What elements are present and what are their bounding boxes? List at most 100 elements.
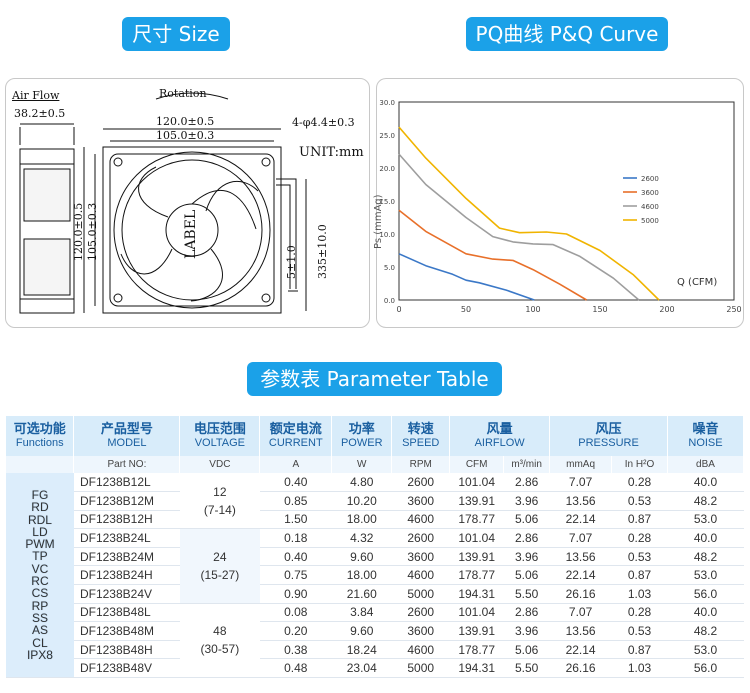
x-tick-label: 50 bbox=[461, 305, 471, 314]
y-tick-label: 10.0 bbox=[379, 231, 395, 239]
value-cell: 194.31 bbox=[449, 584, 504, 604]
value-cell: 56.0 bbox=[667, 584, 744, 604]
units-row: Part NO: VDC A W RPM CFM m³/min mmAq In H²O dBA bbox=[6, 456, 745, 473]
unit-cell: mmAq bbox=[549, 456, 613, 473]
voltage-value: 48 bbox=[213, 624, 227, 639]
value-cell: 178.77 bbox=[449, 510, 504, 530]
model-cell: DF1238B24L bbox=[73, 528, 180, 548]
value-cell: 194.31 bbox=[449, 658, 504, 679]
header-en: CURRENT bbox=[268, 437, 323, 449]
outer-height-dimension: 120.0±0.5 bbox=[72, 202, 85, 261]
size-heading: 尺寸 Size bbox=[122, 17, 230, 51]
value-cell: 40.0 bbox=[667, 603, 744, 623]
value-cell: 0.28 bbox=[611, 603, 668, 623]
header-speed: 转速 SPEED bbox=[391, 416, 451, 456]
value-cell: 56.0 bbox=[667, 658, 744, 679]
value-cell: 5000 bbox=[391, 658, 450, 679]
unit-cell: A bbox=[259, 456, 333, 473]
value-cell: 101.04 bbox=[449, 473, 504, 493]
value-cell: 3600 bbox=[391, 547, 450, 567]
x-tick-label: 150 bbox=[592, 305, 607, 314]
unit-cell: In H²O bbox=[611, 456, 668, 473]
header-cn: 风压 bbox=[595, 421, 622, 436]
value-cell: 0.08 bbox=[259, 603, 332, 623]
x-tick-label: 250 bbox=[726, 305, 741, 314]
value-cell: 0.75 bbox=[259, 565, 332, 586]
table-row: DF1238B48H 0.38 18.24 4600 178.77 5.06 22.14 0.… bbox=[6, 640, 744, 660]
parameter-table-heading: 参数表 Parameter Table bbox=[247, 362, 502, 396]
unit-cell: Part NO: bbox=[73, 456, 181, 473]
value-cell: 18.24 bbox=[331, 640, 392, 660]
value-cell: 178.77 bbox=[449, 565, 504, 586]
value-cell: 53.0 bbox=[667, 565, 744, 586]
y-axis-label: Ps (mmAq) bbox=[373, 194, 384, 249]
value-cell: 7.07 bbox=[549, 473, 612, 493]
outer-width-dimension: 120.0±0.5 bbox=[156, 115, 215, 128]
value-cell: 5.06 bbox=[503, 640, 550, 660]
unit-cell: VDC bbox=[179, 456, 261, 473]
header-voltage: 电压范围 VOLTAGE bbox=[179, 416, 261, 456]
y-tick-label: 0.0 bbox=[384, 297, 395, 305]
value-cell: 26.16 bbox=[549, 658, 612, 679]
unit-cell: m³/min bbox=[503, 456, 551, 473]
value-cell: 53.0 bbox=[667, 510, 744, 530]
header-cn: 产品型号 bbox=[100, 421, 153, 436]
value-cell: 0.40 bbox=[259, 547, 332, 567]
value-cell: 1.03 bbox=[611, 658, 668, 679]
pq-curve-panel: 0 50 100 150 200 250 0.0 5.0 10.0 15.0 20.0 25.0 30.… bbox=[373, 78, 744, 328]
model-cell: DF1238B48L bbox=[73, 603, 180, 623]
value-cell: 2.86 bbox=[503, 603, 550, 623]
pq-curve-heading: PQ曲线 P&Q Curve bbox=[466, 17, 668, 51]
header-en: MODEL bbox=[107, 437, 147, 449]
header-en: VOLTAGE bbox=[194, 437, 246, 449]
value-cell: 2600 bbox=[391, 603, 450, 623]
table-row: DF1238B48V 0.48 23.04 5000 194.31 5.50 26.16 1.… bbox=[6, 658, 744, 679]
value-cell: 21.60 bbox=[331, 584, 392, 604]
legend-label-4600: 4600 bbox=[641, 203, 659, 211]
y-tick-label: 15.0 bbox=[379, 198, 395, 206]
header-functions: 可选功能 Functions bbox=[6, 416, 75, 456]
voltage-value: 24 bbox=[213, 549, 227, 564]
legend-label-5000: 5000 bbox=[641, 217, 659, 225]
value-cell: 40.0 bbox=[667, 528, 744, 548]
unit-cell: W bbox=[331, 456, 393, 473]
x-axis-label: Q (CFM) bbox=[677, 277, 718, 288]
header-cn: 电压范围 bbox=[193, 421, 246, 436]
voltage-group-cell: 12 (7-14) bbox=[179, 473, 260, 530]
header-cn: 风量 bbox=[486, 421, 513, 436]
functions-list: FG RD RDL LD PWM TP VC RC CS RP SS AS CL… bbox=[6, 473, 74, 679]
value-cell: 0.87 bbox=[611, 510, 668, 530]
model-cell: DF1238B24V bbox=[73, 584, 180, 604]
value-cell: 139.91 bbox=[449, 547, 504, 567]
series-line-2600 bbox=[398, 253, 535, 301]
value-cell: 0.38 bbox=[259, 640, 332, 660]
header-cn: 转速 bbox=[407, 421, 434, 436]
table-row: DF1238B12H 1.50 18.00 4600 178.77 5.06 22.14 0.… bbox=[6, 510, 744, 530]
value-cell: 3600 bbox=[391, 491, 450, 511]
unit-cell: RPM bbox=[391, 456, 451, 473]
table-row: DF1238B24L 24 (15-27) 0.18 4.32 2600 101.04 2.8… bbox=[6, 528, 744, 604]
value-cell: 5000 bbox=[391, 584, 450, 604]
x-tick-label: 100 bbox=[525, 305, 540, 314]
voltage-range: (15-27) bbox=[200, 567, 240, 582]
value-cell: 0.85 bbox=[259, 491, 332, 511]
units-functions-cell bbox=[6, 456, 75, 473]
value-cell: 3.96 bbox=[503, 621, 550, 641]
value-cell: 0.87 bbox=[611, 565, 668, 586]
model-cell: DF1238B24M bbox=[73, 547, 180, 567]
header-en: POWER bbox=[340, 437, 383, 449]
lead-length-dimension: 335±10.0 bbox=[316, 224, 329, 279]
value-cell: 40.0 bbox=[667, 473, 744, 493]
value-cell: 48.2 bbox=[667, 547, 744, 567]
value-cell: 0.18 bbox=[259, 528, 332, 548]
y-tick-label: 30.0 bbox=[379, 99, 395, 107]
table-row: DF1238B24V 0.90 21.60 5000 194.31 5.50 26.16 1.… bbox=[6, 584, 744, 604]
table-row: DF1238B48L 48 (30-57) 0.08 3.84 2600 101.04 2.8… bbox=[6, 603, 744, 679]
value-cell: 13.56 bbox=[549, 547, 612, 567]
value-cell: 4600 bbox=[391, 510, 450, 530]
table-row: FG RD RDL LD PWM TP VC RC CS RP SS AS CL… bbox=[6, 473, 744, 679]
value-cell: 101.04 bbox=[449, 528, 504, 548]
table-row: DF1238B24H 0.75 18.00 4600 178.77 5.06 22.14 0.… bbox=[6, 565, 744, 586]
table-row: DF1238B48M 0.20 9.60 3600 139.91 3.96 13.56 0.5… bbox=[6, 621, 744, 641]
value-cell: 3.96 bbox=[503, 547, 550, 567]
